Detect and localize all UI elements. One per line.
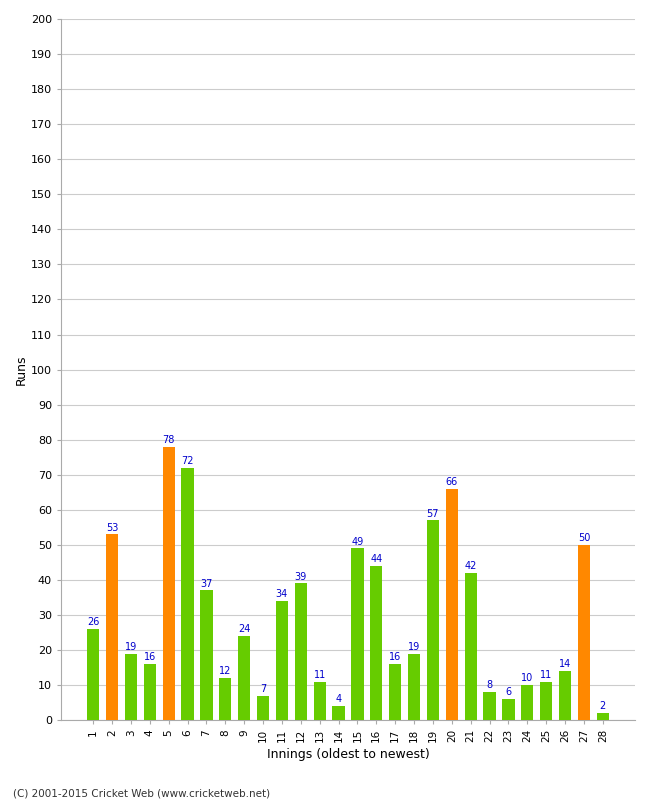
Text: 8: 8 [486,680,493,690]
Text: 19: 19 [125,642,137,652]
Text: 11: 11 [540,670,552,680]
Bar [87,629,99,720]
Text: 24: 24 [238,624,250,634]
Text: 37: 37 [200,578,213,589]
Bar [578,545,590,720]
Bar [238,636,250,720]
Bar [125,654,137,720]
Bar [181,468,194,720]
Bar [332,706,345,720]
Text: 53: 53 [106,522,118,533]
Text: 49: 49 [351,537,363,546]
Bar [144,664,156,720]
Text: 57: 57 [426,509,439,518]
Text: 4: 4 [335,694,342,704]
Bar [389,664,401,720]
Text: 44: 44 [370,554,382,564]
Text: 2: 2 [600,702,606,711]
Text: 42: 42 [465,561,477,571]
Text: 19: 19 [408,642,420,652]
Bar [294,583,307,720]
Bar [106,534,118,720]
Bar [200,590,213,720]
Text: 11: 11 [313,670,326,680]
Text: 66: 66 [446,477,458,487]
Text: 6: 6 [505,687,512,698]
Text: 7: 7 [260,684,266,694]
Text: 12: 12 [219,666,231,676]
Text: 50: 50 [578,533,590,543]
Bar [484,692,496,720]
Text: 10: 10 [521,674,534,683]
Bar [162,446,175,720]
Bar [257,696,269,720]
Bar [427,520,439,720]
Bar [465,573,477,720]
Text: 16: 16 [144,652,156,662]
Bar [446,489,458,720]
Text: 26: 26 [87,618,99,627]
Text: 78: 78 [162,435,175,445]
Text: (C) 2001-2015 Cricket Web (www.cricketweb.net): (C) 2001-2015 Cricket Web (www.cricketwe… [13,788,270,798]
Y-axis label: Runs: Runs [15,354,28,385]
Bar [559,671,571,720]
Bar [351,548,363,720]
Bar [597,713,609,720]
X-axis label: Innings (oldest to newest): Innings (oldest to newest) [266,748,430,761]
Text: 72: 72 [181,456,194,466]
Bar [313,682,326,720]
Bar [408,654,420,720]
Bar [502,699,515,720]
Bar [276,601,288,720]
Bar [370,566,382,720]
Text: 39: 39 [294,572,307,582]
Bar [540,682,552,720]
Text: 14: 14 [559,659,571,670]
Text: 16: 16 [389,652,401,662]
Bar [521,685,534,720]
Text: 34: 34 [276,590,288,599]
Bar [219,678,231,720]
